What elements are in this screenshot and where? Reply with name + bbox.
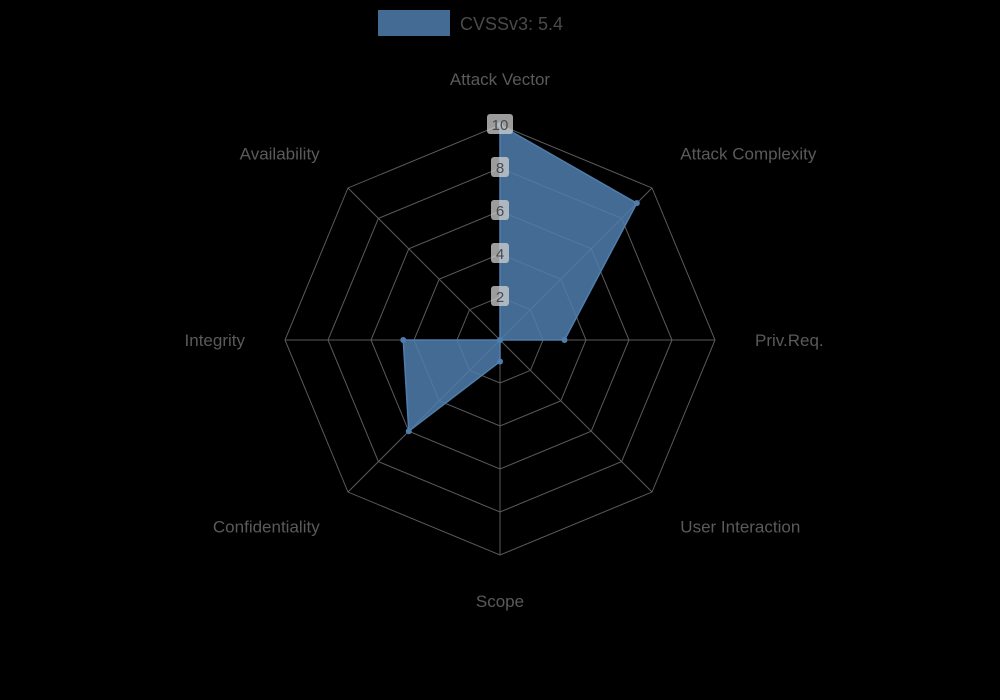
- radar-point: [634, 200, 640, 206]
- radar-point: [400, 337, 406, 343]
- legend-label: CVSSv3: 5.4: [460, 14, 563, 34]
- axis-label: Attack Vector: [450, 70, 550, 89]
- axis-label: Priv.Req.: [755, 331, 824, 350]
- tick-label: 2: [496, 289, 504, 306]
- axis-label: Integrity: [185, 331, 246, 350]
- radar-chart-container: 2 4 6 8 10 Attack Vector Attack Complexity Priv…: [0, 0, 1000, 700]
- axis-label: Attack Complexity: [680, 145, 817, 164]
- radar-chart-svg: 2 4 6 8 10 Attack Vector Attack Complexity Priv…: [0, 0, 1000, 700]
- tick-label: 4: [496, 246, 504, 263]
- axis-label: Confidentiality: [213, 517, 320, 536]
- axis-label: Scope: [476, 592, 524, 611]
- legend-swatch: [378, 10, 450, 36]
- axis-label: Availability: [240, 145, 321, 164]
- radar-point: [562, 337, 568, 343]
- radar-point: [406, 428, 412, 434]
- axis-label: User Interaction: [680, 517, 800, 536]
- tick-label: 8: [496, 160, 504, 177]
- radar-point: [497, 359, 503, 365]
- legend: CVSSv3: 5.4: [378, 10, 563, 36]
- tick-label: 10: [492, 117, 509, 134]
- tick-label: 6: [496, 203, 504, 220]
- radar-point: [497, 337, 503, 343]
